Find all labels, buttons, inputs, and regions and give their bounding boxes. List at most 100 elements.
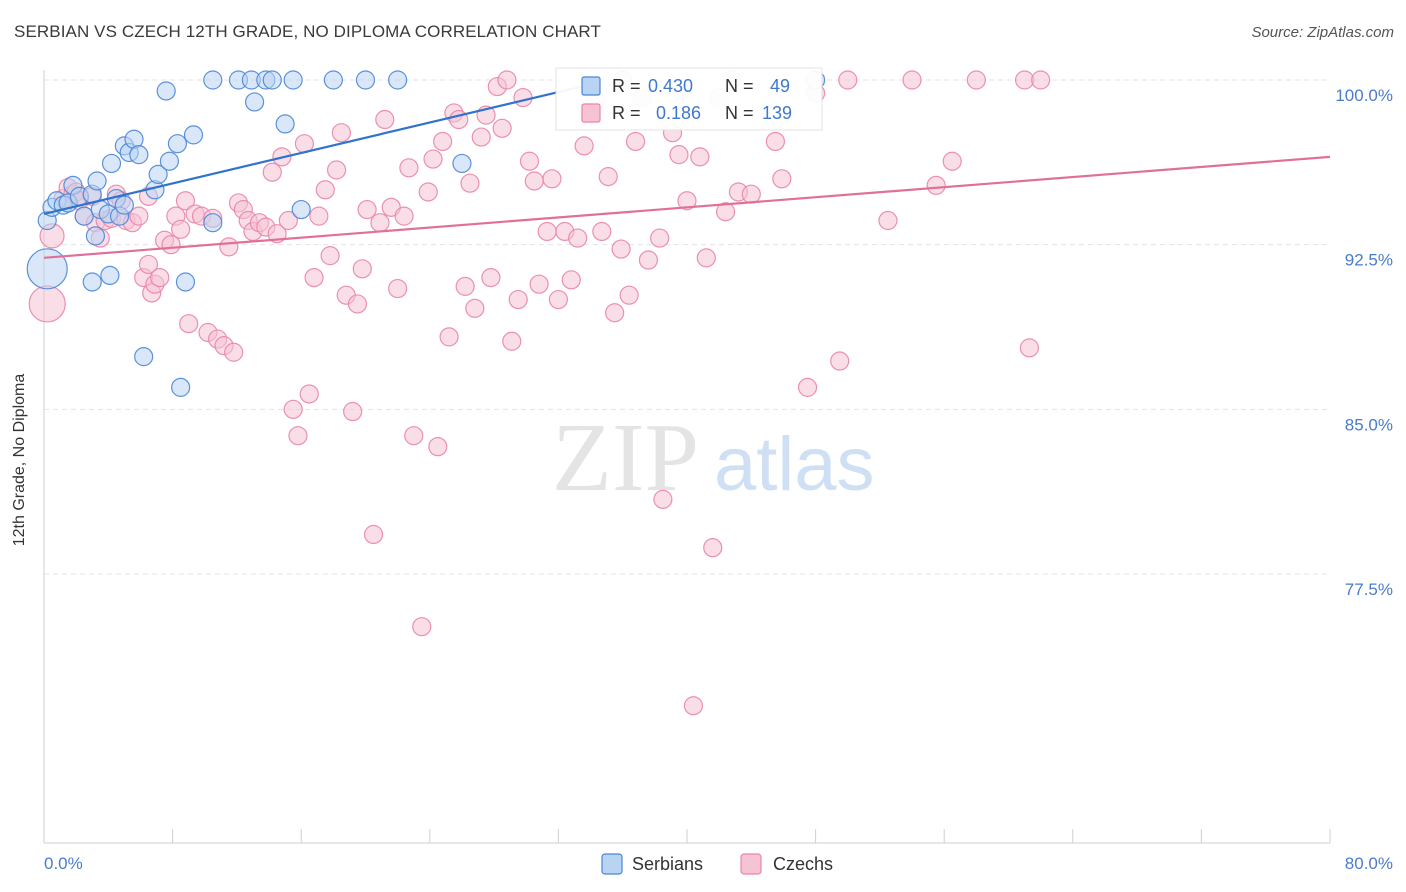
czechs-point: [605, 303, 625, 323]
serbians-point: [355, 70, 376, 90]
serbians-n-label: N =: [725, 76, 754, 96]
czechs-point: [278, 210, 298, 231]
czechs-point: [519, 151, 540, 171]
czechs-point: [650, 228, 670, 248]
serbians-point: [87, 171, 107, 191]
czechs-point: [283, 399, 303, 419]
czechs-point: [299, 384, 319, 404]
serbians-point: [85, 226, 106, 246]
czechs-point: [326, 160, 347, 180]
czechs-point: [465, 298, 485, 318]
legend-serbians-swatch: [601, 853, 623, 875]
czechs-point: [741, 184, 761, 204]
czechs-point: [669, 145, 689, 165]
czechs-point: [412, 617, 432, 637]
serbians-trend-line: [43, 83, 591, 215]
czechs-point: [309, 206, 329, 226]
czechs-point: [598, 167, 618, 187]
bottom-legend: Serbians Czechs: [601, 853, 833, 875]
trend-lines: [43, 83, 1331, 259]
czechs-point: [1019, 338, 1039, 358]
czechs-point: [574, 136, 594, 156]
czechs-swatch: [581, 103, 601, 123]
czechs-point: [439, 327, 459, 347]
czechs-point: [529, 274, 549, 294]
czechs-point: [508, 289, 528, 310]
serbians-point: [100, 265, 120, 286]
czechs-point: [343, 401, 363, 422]
serbians-point: [175, 272, 196, 292]
x-tick-label: 0.0%: [44, 854, 83, 873]
serbians-point: [74, 206, 94, 226]
serbians-point: [159, 151, 179, 171]
czechs-point: [690, 147, 710, 167]
czechs-point: [433, 131, 453, 152]
czechs-point: [460, 173, 480, 193]
czechs-point: [619, 285, 639, 305]
serbians-point: [262, 70, 282, 90]
czechs-point: [129, 206, 149, 226]
czechs-point: [370, 213, 390, 233]
czechs-point: [262, 162, 282, 182]
watermark-zip: ZIP: [552, 404, 699, 512]
czechs-point: [288, 426, 308, 446]
czechs-point: [568, 228, 588, 248]
czechs-point: [150, 268, 170, 288]
czechs-point: [638, 250, 659, 270]
czechs-point: [625, 131, 646, 152]
czechs-point: [696, 248, 716, 268]
czechs-point: [966, 70, 986, 90]
czechs-point: [1031, 70, 1051, 90]
czechs-point: [315, 180, 335, 200]
czechs-point: [502, 331, 522, 351]
serbians-point: [244, 92, 265, 112]
serbians-point: [114, 195, 134, 215]
czechs-point: [363, 524, 384, 545]
czechs-point: [772, 169, 792, 189]
serbians-point: [101, 153, 122, 174]
source-label: Source: ZipAtlas.com: [1251, 24, 1394, 41]
czechs-point: [175, 191, 196, 211]
czechs-point: [138, 254, 159, 275]
czechs-points: [28, 70, 1051, 716]
czechs-point: [352, 259, 372, 279]
serbians-point: [156, 81, 176, 101]
czechs-point: [347, 294, 368, 314]
czechs-point: [548, 289, 569, 310]
czechs-point: [171, 219, 191, 239]
czechs-point: [524, 171, 544, 191]
legend-czechs-swatch: [740, 853, 762, 875]
czechs-point: [797, 377, 818, 397]
czechs-point: [471, 127, 491, 147]
serbians-point: [203, 213, 223, 233]
czechs-point: [423, 149, 443, 169]
czechs-point: [497, 70, 517, 90]
czechs-point: [404, 426, 424, 446]
czechs-point: [357, 199, 377, 220]
czechs-point: [561, 270, 581, 290]
legend-serbians-label: Serbians: [632, 854, 703, 874]
serbians-r-value: 0.430: [648, 76, 693, 96]
czechs-point: [179, 314, 199, 334]
legend-czechs-label: Czechs: [773, 854, 833, 874]
serbians-point: [129, 145, 149, 165]
serbians-n-value: 49: [770, 76, 790, 96]
serbians-point: [275, 114, 295, 134]
czechs-point: [492, 118, 512, 138]
czechs-point: [878, 210, 898, 231]
chart-title: SERBIAN VS CZECH 12TH GRADE, NO DIPLOMA …: [14, 22, 601, 41]
czechs-point: [388, 278, 408, 299]
czechs-point: [542, 169, 562, 189]
czechs-point: [224, 342, 244, 362]
czechs-point: [304, 268, 324, 288]
y-tick-label: 100.0%: [1335, 86, 1393, 105]
czechs-point: [481, 268, 501, 288]
czechs-r-label: R =: [612, 103, 641, 123]
serbians-point: [283, 70, 303, 90]
serbians-point: [291, 199, 311, 220]
serbians-point: [452, 153, 472, 174]
czechs-n-label: N =: [725, 103, 754, 123]
stats-legend: R = 0.430 N = 49 R = 0.186 N = 139: [555, 67, 823, 131]
x-tick-label: 80.0%: [1345, 854, 1393, 873]
